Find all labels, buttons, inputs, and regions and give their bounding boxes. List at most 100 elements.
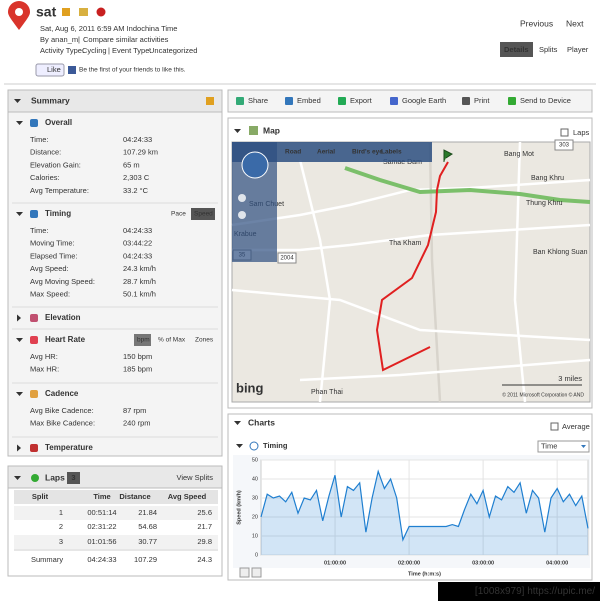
toggle[interactable]: Zones [195, 337, 214, 344]
toolbar-icon [285, 97, 293, 105]
stat-value: 04:24:33 [123, 226, 152, 235]
tab[interactable]: Splits [539, 45, 558, 54]
tab[interactable]: Details [504, 45, 529, 54]
toggle-arrow[interactable] [17, 444, 21, 452]
view-splits-link[interactable]: View Splits [176, 473, 213, 482]
user-link[interactable]: anan_m [51, 35, 78, 44]
previous-link[interactable]: Previous [520, 18, 553, 28]
toolbar-button[interactable]: Share [248, 96, 268, 105]
stat-label: Max HR: [30, 365, 59, 374]
stat-value: 87 rpm [123, 406, 146, 415]
laps-header [7, 465, 223, 489]
scale-label: 3 miles [558, 374, 582, 383]
chart-zoom-reset[interactable] [251, 567, 262, 578]
start-flag [443, 149, 453, 162]
share-icon [79, 8, 88, 16]
section-icon [30, 314, 38, 322]
next-link[interactable]: Next [566, 18, 584, 28]
toggle-active [134, 334, 151, 346]
stat-value: 03:44:22 [123, 239, 152, 248]
stat-value: 185 bpm [123, 365, 152, 374]
zoom-out[interactable] [238, 211, 246, 219]
section-title[interactable]: Cadence [45, 389, 79, 398]
metric-select-value[interactable]: Time [541, 441, 557, 450]
zoom-in[interactable] [238, 194, 246, 202]
table-cell: 107.29 [134, 555, 157, 564]
toggle-arrow[interactable] [14, 476, 21, 480]
toolbar-button[interactable]: Send to Device [520, 96, 571, 105]
toolbar-icon [390, 97, 398, 105]
average-checkbox-label[interactable]: Average [562, 422, 590, 431]
tab[interactable]: Player [567, 45, 589, 54]
toggle[interactable]: bpm [137, 337, 150, 344]
speed-area [261, 471, 588, 555]
place-label: Tha Kham [389, 240, 421, 247]
compare-link[interactable]: Compare similar activities [83, 35, 169, 44]
section-title[interactable]: Heart Rate [45, 335, 86, 344]
laps-checkbox[interactable] [560, 128, 569, 137]
toggle-arrow[interactable] [234, 421, 241, 425]
y-axis-title: Speed (km/h) [236, 490, 242, 525]
table-cell: 01:01:56 [87, 537, 116, 546]
average-checkbox[interactable] [550, 422, 559, 431]
section-title[interactable]: Elevation [45, 313, 81, 322]
fb-icon [68, 66, 76, 74]
toggle-arrow[interactable] [14, 99, 21, 103]
toggle-arrow[interactable] [236, 444, 243, 448]
map-title: Map [263, 125, 280, 135]
y-tick-label: 40 [252, 476, 258, 482]
like-button-label[interactable]: Like [47, 65, 61, 74]
y-tick-label: 10 [252, 533, 258, 539]
delete-icon[interactable] [96, 7, 106, 17]
section-icon [30, 336, 38, 344]
section-title[interactable]: Temperature [45, 443, 93, 452]
stat-value: 04:24:33 [123, 135, 152, 144]
toggle-arrow[interactable] [16, 212, 23, 216]
toggle[interactable]: Pace [171, 211, 186, 218]
stat-value: 33.2 °C [123, 186, 149, 195]
toggle-arrow[interactable] [234, 129, 241, 133]
toggle-active [191, 208, 215, 220]
section-icon [30, 444, 38, 452]
map-icon [249, 126, 258, 135]
timing-title: Timing [263, 441, 288, 450]
column-header: Distance [119, 492, 150, 501]
place-label: Phan Thai [311, 389, 343, 396]
map-mode[interactable]: Road [285, 149, 301, 156]
column-header: Time [93, 492, 110, 501]
timing-icon [249, 441, 259, 451]
stat-label: Avg Temperature: [30, 186, 89, 195]
toggle[interactable]: Speed [194, 211, 213, 218]
map-mode[interactable]: Bird's eye [352, 149, 383, 156]
toggle-arrow[interactable] [16, 338, 23, 342]
chart-zoom-out[interactable] [239, 567, 250, 578]
toggle-arrow[interactable] [16, 392, 23, 396]
metric-select[interactable] [537, 440, 590, 453]
toggle-arrow[interactable] [16, 121, 23, 125]
toggle-arrow[interactable] [17, 314, 21, 322]
map-highway [344, 166, 591, 204]
stat-value: 50.1 km/h [123, 289, 156, 298]
toolbar-button[interactable]: Export [350, 96, 373, 105]
section-title[interactable]: Timing [45, 209, 71, 218]
map-mode[interactable]: Labels [381, 149, 402, 156]
activity-type: Cycling [82, 46, 107, 55]
stat-label: Avg Speed: [30, 264, 69, 273]
laps-icon [31, 474, 39, 482]
x-tick-label: 01:00:00 [324, 560, 346, 566]
toolbar-button[interactable]: Google Earth [402, 96, 446, 105]
toolbar-button[interactable]: Print [474, 96, 490, 105]
stat-value: 2,303 C [123, 173, 150, 182]
map-pan-control[interactable] [241, 151, 269, 179]
section-title[interactable]: Overall [45, 118, 72, 127]
toggle[interactable]: % of Max [158, 337, 186, 344]
map-mode[interactable]: Aerial [317, 149, 335, 156]
x-tick-label: 04:00:00 [546, 560, 568, 566]
laps-checkbox-label[interactable]: Laps [573, 128, 590, 137]
stat-value: 150 bpm [123, 352, 152, 361]
toolbar-button[interactable]: Embed [297, 96, 321, 105]
summary-title: Summary [31, 95, 70, 105]
activity-type-label: Activity Type: [40, 46, 84, 55]
map-canvas [231, 141, 591, 403]
place-label: Ban Khlong Suan [533, 249, 588, 256]
